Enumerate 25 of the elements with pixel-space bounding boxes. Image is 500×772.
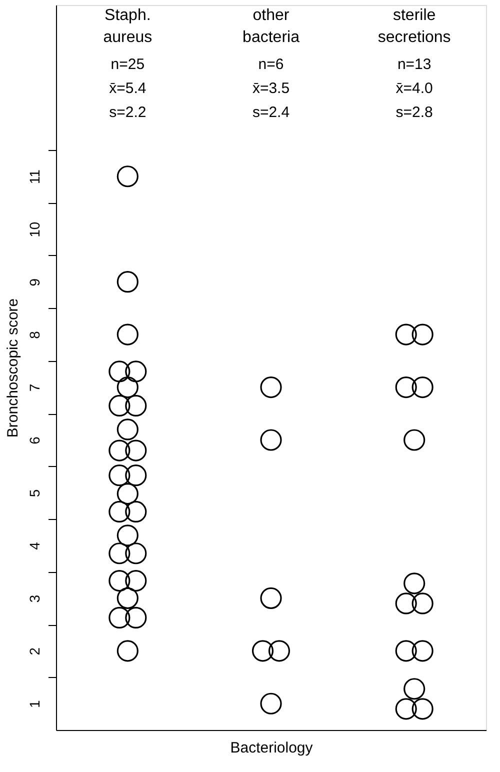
y-tick-label: 1 — [26, 700, 42, 708]
annotation: s=2.8 — [396, 104, 433, 121]
x-axis-title: Bacteriology — [230, 740, 314, 756]
annotation: n=13 — [397, 56, 432, 73]
y-tick-label: 8 — [26, 330, 42, 339]
annotation: n=25 — [110, 56, 145, 73]
annotation: n=6 — [258, 56, 284, 73]
y-tick-label: 4 — [26, 542, 42, 550]
annotation: x̄=5.4 — [109, 80, 146, 97]
y-axis-title: Bronchoscopic score — [4, 298, 22, 438]
annotation: s=2.2 — [109, 104, 146, 121]
annotation: x̄=3.5 — [252, 80, 290, 97]
y-tick-label: 9 — [26, 278, 42, 286]
y-tick-label: 10 — [26, 222, 42, 238]
y-tick-label: 6 — [26, 436, 42, 444]
y-tick-label: 3 — [26, 594, 42, 603]
y-tick-label: 11 — [26, 169, 42, 184]
y-tick-label: 5 — [26, 489, 42, 498]
x-tick-label: sterile secretions — [378, 7, 451, 46]
x-tick-label: other bacteria — [242, 7, 300, 46]
annotation: s=2.4 — [252, 104, 290, 121]
y-tick-label: 7 — [26, 384, 42, 392]
x-tick-label: Staph. aureus — [103, 7, 152, 46]
annotation: x̄=4.0 — [396, 80, 433, 97]
y-tick-label: 2 — [26, 647, 42, 656]
